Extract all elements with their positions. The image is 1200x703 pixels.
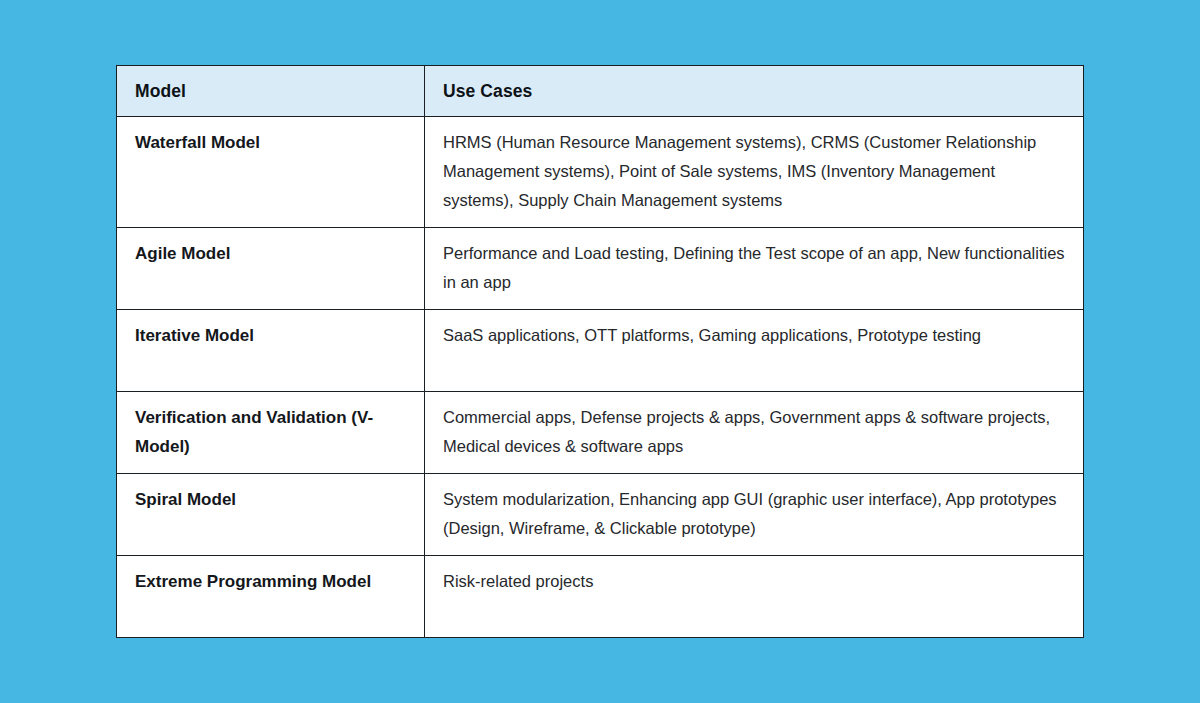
use-cases-cell: Commercial apps, Defense projects & apps…	[425, 392, 1084, 474]
use-cases-cell: Performance and Load testing, Defining t…	[425, 228, 1084, 310]
model-cell: Iterative Model	[117, 310, 425, 392]
model-cell: Verification and Validation (V-Model)	[117, 392, 425, 474]
table-row: Spiral Model System modularization, Enha…	[117, 474, 1084, 556]
model-cell: Waterfall Model	[117, 117, 425, 228]
use-cases-cell: System modularization, Enhancing app GUI…	[425, 474, 1084, 556]
column-header-use-cases: Use Cases	[425, 66, 1084, 117]
use-cases-cell: SaaS applications, OTT platforms, Gaming…	[425, 310, 1084, 392]
model-cell: Extreme Programming Model	[117, 556, 425, 638]
table-row: Waterfall Model HRMS (Human Resource Man…	[117, 117, 1084, 228]
models-use-cases-table: Model Use Cases Waterfall Model HRMS (Hu…	[116, 65, 1084, 638]
column-header-model: Model	[117, 66, 425, 117]
table-row: Extreme Programming Model Risk-related p…	[117, 556, 1084, 638]
page-background: { "colors": { "page_background": "#45b7e…	[0, 0, 1200, 703]
table-header-row: Model Use Cases	[117, 66, 1084, 117]
table-row: Agile Model Performance and Load testing…	[117, 228, 1084, 310]
model-cell: Agile Model	[117, 228, 425, 310]
model-cell: Spiral Model	[117, 474, 425, 556]
table-body: Waterfall Model HRMS (Human Resource Man…	[117, 117, 1084, 638]
table-row: Iterative Model SaaS applications, OTT p…	[117, 310, 1084, 392]
use-cases-cell: Risk-related projects	[425, 556, 1084, 638]
table-row: Verification and Validation (V-Model) Co…	[117, 392, 1084, 474]
use-cases-cell: HRMS (Human Resource Management systems)…	[425, 117, 1084, 228]
